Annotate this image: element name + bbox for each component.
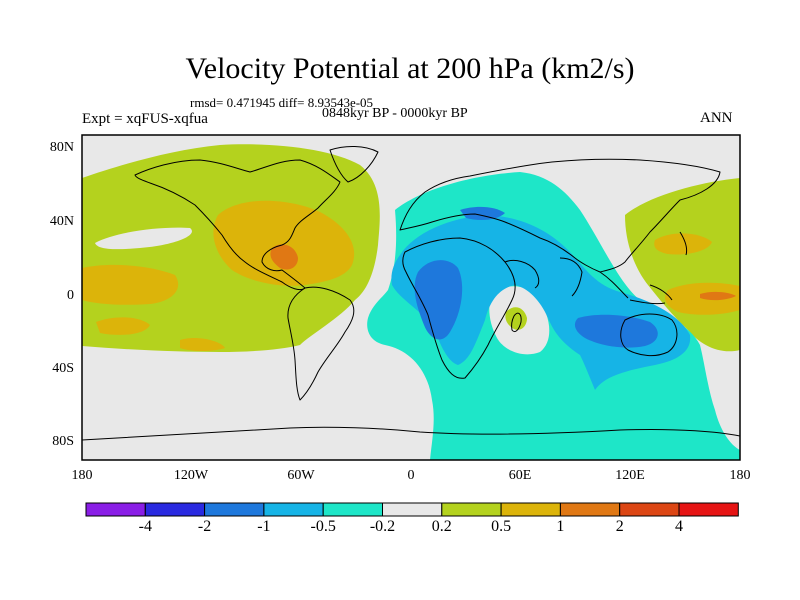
lon-label-120e: 120E [615, 468, 645, 483]
lon-label-60e: 60E [508, 468, 532, 483]
colorbar-tick-label: -4 [138, 518, 152, 535]
stats-label: rmsd= 0.471945 diff= 8.93543e-05 [190, 95, 374, 110]
period-label: 0848kyr BP - 0000kyr BP [322, 106, 468, 121]
lon-label-180w: 180 [71, 468, 93, 483]
season-label: ANN [700, 110, 733, 126]
colorbar-tick-label: -2 [197, 518, 212, 535]
contour-positive-green-madagascar-2 [505, 307, 527, 330]
contour-positive-yellow-nw-pacific [654, 233, 712, 255]
contour-positive-yellow-pacific-south [96, 317, 150, 335]
contour-field [82, 135, 740, 460]
colorbar-swatch [678, 502, 739, 517]
contour-negative-blue-africa [414, 260, 463, 340]
colorbar-tick-label: -0.2 [369, 518, 396, 535]
colorbar-swatch [441, 502, 502, 517]
lon-label-0: 0 [407, 468, 415, 483]
lon-label-120w: 120W [173, 468, 209, 483]
coastlines [82, 146, 740, 441]
colorbar-tick-label: 0.2 [431, 518, 452, 535]
colorbar [85, 502, 739, 517]
lat-label-equator: 0 [67, 288, 74, 303]
lat-label-80s: 80S [52, 434, 74, 449]
colorbar-tick-label: -1 [257, 518, 271, 535]
experiment-label: Expt = xqFUS-xqfua [82, 111, 208, 127]
chart-title: Velocity Potential at 200 hPa (km2/s) [185, 52, 635, 85]
contour-positive-orange-w-pacific [700, 291, 736, 301]
colorbar-swatch [500, 502, 561, 517]
colorbar-swatch [204, 502, 265, 517]
colorbar-swatch [619, 502, 680, 517]
contour-neutral-hole-pacific [95, 227, 192, 250]
colorbar-swatch [559, 502, 621, 517]
colorbar-swatch [144, 502, 206, 517]
lat-label-80n: 80N [49, 140, 74, 155]
contour-positive-yellow-pacific [82, 264, 179, 305]
lat-label-40n: 40N [49, 214, 74, 229]
colorbar-swatch [263, 502, 324, 517]
colorbar-swatch [382, 502, 443, 517]
colorbar-tick-label: 0.5 [491, 518, 512, 535]
colorbar-tick-label: 4 [675, 518, 683, 535]
contour-negative-blue-indian-ocean [574, 314, 658, 348]
contour-positive-orange-caribbean [270, 244, 298, 270]
colorbar-tick-label: 1 [556, 518, 565, 535]
colorbar-tick-label: 2 [615, 518, 624, 535]
colorbar-swatch [322, 502, 384, 517]
lon-label-180e: 180 [729, 468, 751, 483]
lat-label-40s: 40S [52, 361, 74, 376]
contour-positive-yellow-se-pacific [180, 337, 225, 351]
lon-label-60w: 60W [287, 468, 315, 483]
contour-positive-yellow-w-pacific [665, 282, 740, 315]
colorbar-swatch [85, 502, 146, 517]
plot-frame [81, 134, 741, 461]
contour-negative-blue-north-africa [460, 206, 505, 221]
colorbar-tick-label: -0.5 [310, 518, 336, 535]
